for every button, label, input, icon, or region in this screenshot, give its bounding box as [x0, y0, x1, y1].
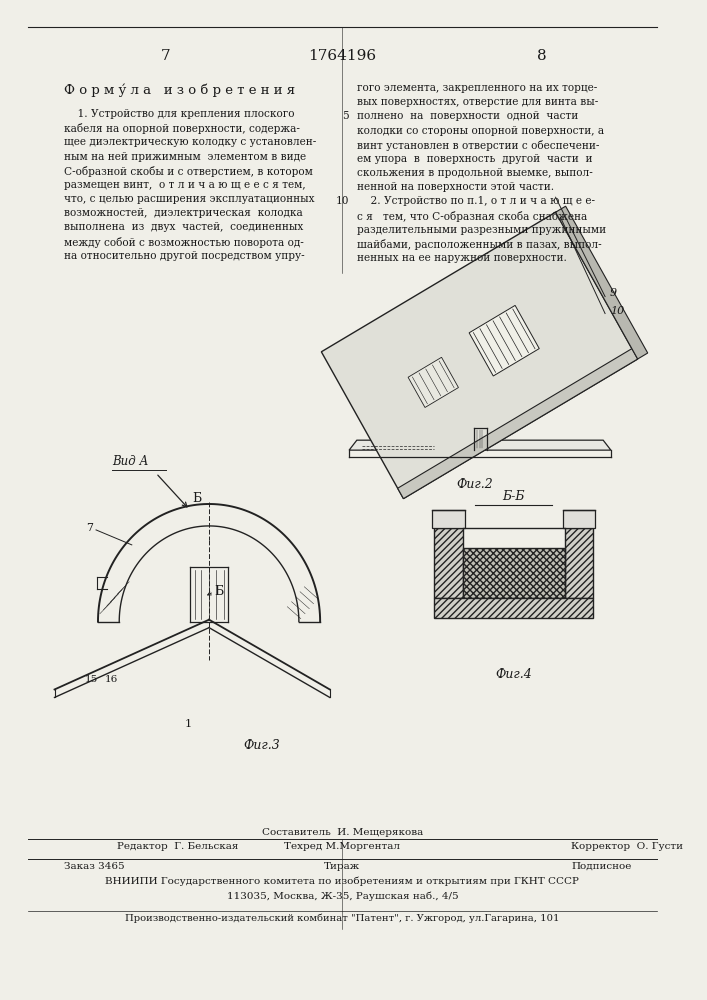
- Bar: [434, 598, 593, 618]
- Text: 1. Устройство для крепления плоского: 1. Устройство для крепления плоского: [64, 109, 295, 119]
- Text: кабеля на опорной поверхности, содержа-: кабеля на опорной поверхности, содержа-: [64, 123, 300, 134]
- Polygon shape: [469, 305, 539, 376]
- Text: на относительно другой посредством упру-: на относительно другой посредством упру-: [64, 251, 305, 261]
- Text: 5: 5: [342, 111, 349, 121]
- Text: 8: 8: [537, 49, 547, 63]
- Text: ВНИИПИ Государственного комитета по изобретениям и открытиям при ГКНТ СССР: ВНИИПИ Государственного комитета по изоб…: [105, 877, 579, 886]
- Polygon shape: [462, 410, 499, 428]
- Polygon shape: [322, 212, 638, 499]
- Text: 9: 9: [610, 288, 617, 298]
- Text: Фиг.4: Фиг.4: [495, 668, 532, 681]
- Text: между собой с возможностью поворота од-: между собой с возможностью поворота од-: [64, 237, 304, 248]
- Bar: [463, 548, 564, 598]
- Text: Фиг.2: Фиг.2: [456, 478, 493, 491]
- Text: ным на ней прижимным  элементом в виде: ным на ней прижимным элементом в виде: [64, 152, 306, 162]
- Text: колодки со стороны опорной поверхности, а: колодки со стороны опорной поверхности, …: [357, 126, 604, 136]
- Text: ненной на поверхности этой части.: ненной на поверхности этой части.: [357, 182, 554, 192]
- Text: Б: Б: [192, 492, 201, 505]
- Bar: [434, 528, 463, 598]
- Polygon shape: [408, 357, 458, 407]
- Text: 2. Устройство по п.1, о т л и ч а ю щ е е-: 2. Устройство по п.1, о т л и ч а ю щ е …: [357, 196, 595, 206]
- Text: гого элемента, закрепленного на их торце-: гого элемента, закрепленного на их торце…: [357, 83, 597, 93]
- Text: Б-Б: Б-Б: [502, 490, 525, 503]
- Polygon shape: [349, 440, 611, 450]
- Text: 113035, Москва, Ж-35, Раушская наб., 4/5: 113035, Москва, Ж-35, Раушская наб., 4/5: [226, 892, 458, 901]
- Text: 15: 15: [85, 675, 98, 684]
- Text: ем упора  в  поверхность  другой  части  и: ем упора в поверхность другой части и: [357, 154, 592, 164]
- Text: ненных на ее наружной поверхности.: ненных на ее наружной поверхности.: [357, 253, 567, 263]
- Text: 10: 10: [336, 196, 349, 206]
- Text: щее диэлектрическую колодку с установлен-: щее диэлектрическую колодку с установлен…: [64, 137, 317, 147]
- Text: 7: 7: [86, 523, 93, 533]
- Text: Редактор  Г. Бельская: Редактор Г. Бельская: [117, 842, 239, 851]
- Text: Ф о р м у́ л а   и з о б р е т е н и я: Ф о р м у́ л а и з о б р е т е н и я: [64, 83, 296, 97]
- Text: что, с целью расширения эксплуатационных: что, с целью расширения эксплуатационных: [64, 194, 315, 204]
- Text: разделительными разрезными пружинными: разделительными разрезными пружинными: [357, 225, 606, 235]
- Text: 1: 1: [185, 719, 192, 729]
- Text: Подписное: Подписное: [571, 862, 631, 871]
- Text: Техред М.Моргентал: Техред М.Моргентал: [284, 842, 400, 851]
- Text: скольжения в продольной выемке, выпол-: скольжения в продольной выемке, выпол-: [357, 168, 592, 178]
- Text: 16: 16: [105, 675, 118, 684]
- Polygon shape: [397, 349, 638, 499]
- Text: 7: 7: [160, 49, 170, 63]
- Polygon shape: [556, 206, 648, 359]
- Text: размещен винт,  о т л и ч а ю щ е е с я тем,: размещен винт, о т л и ч а ю щ е е с я т…: [64, 180, 306, 190]
- Text: Заказ 3465: Заказ 3465: [64, 862, 125, 871]
- Text: Корректор  О. Густи: Корректор О. Густи: [571, 842, 683, 851]
- Text: Фиг.3: Фиг.3: [244, 739, 281, 752]
- Text: 10: 10: [610, 306, 624, 316]
- Text: с я   тем, что С-образная скоба снабжена: с я тем, что С-образная скоба снабжена: [357, 211, 587, 222]
- Text: Производственно-издательский комбинат "Патент", г. Ужгород, ул.Гагарина, 101: Производственно-издательский комбинат "П…: [125, 914, 560, 923]
- Text: С-образной скобы и с отверстием, в котором: С-образной скобы и с отверстием, в котор…: [64, 166, 313, 177]
- Text: винт установлен в отверстии с обеспечени-: винт установлен в отверстии с обеспечени…: [357, 140, 600, 151]
- Text: Б: Б: [214, 585, 223, 598]
- Text: вых поверхностях, отверстие для винта вы-: вых поверхностях, отверстие для винта вы…: [357, 97, 598, 107]
- Text: шайбами, расположенными в пазах, выпол-: шайбами, расположенными в пазах, выпол-: [357, 239, 602, 250]
- Text: Составитель  И. Мещерякова: Составитель И. Мещерякова: [262, 828, 423, 837]
- Text: полнено  на  поверхности  одной  части: полнено на поверхности одной части: [357, 111, 578, 121]
- Text: выполнена  из  двух  частей,  соединенных: выполнена из двух частей, соединенных: [64, 222, 303, 232]
- Bar: [563, 510, 595, 528]
- Text: возможностей,  диэлектрическая  колодка: возможностей, диэлектрическая колодка: [64, 208, 303, 218]
- Text: 1764196: 1764196: [308, 49, 376, 63]
- Bar: [432, 510, 465, 528]
- Text: Вид А: Вид А: [112, 455, 149, 468]
- Bar: [564, 528, 593, 598]
- Text: Тираж: Тираж: [325, 862, 361, 871]
